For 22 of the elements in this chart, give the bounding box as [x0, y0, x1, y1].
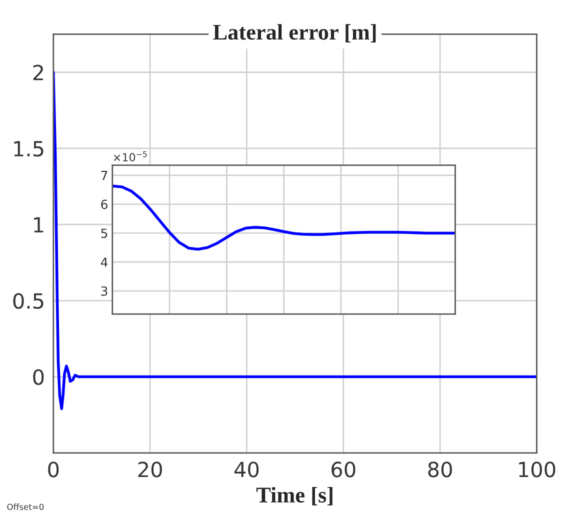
y-tick-label: 6	[101, 200, 108, 210]
y-tick-label: 5	[101, 228, 108, 238]
x-tick-label: 100	[519, 462, 556, 478]
x-axis-title: Time [s]	[256, 486, 332, 506]
x-tick-label: 40	[234, 462, 259, 478]
x-tick-label: 60	[332, 462, 356, 478]
x-tick-label: 20	[138, 462, 162, 478]
y-tick-label: 7	[101, 170, 108, 180]
y-tick-label: 3	[101, 286, 108, 296]
y-tick-label: 0.5	[13, 293, 44, 309]
line-series	[112, 184, 456, 251]
text: Offset=0	[7, 504, 44, 510]
annotation: ×10$^{−5}$	[114, 151, 147, 162]
chart-title: Lateral error [m]	[213, 24, 376, 43]
y-tick-label: 0	[33, 369, 44, 385]
y-tick-label: 2	[33, 64, 43, 80]
line-series	[53, 70, 537, 410]
x-tick-label: 0	[48, 462, 59, 478]
y-tick-label: 1.5	[14, 141, 44, 157]
x-tick-label: 80	[428, 462, 452, 478]
y-tick-label: 1	[34, 217, 44, 232]
y-tick-label: 4	[100, 258, 108, 267]
